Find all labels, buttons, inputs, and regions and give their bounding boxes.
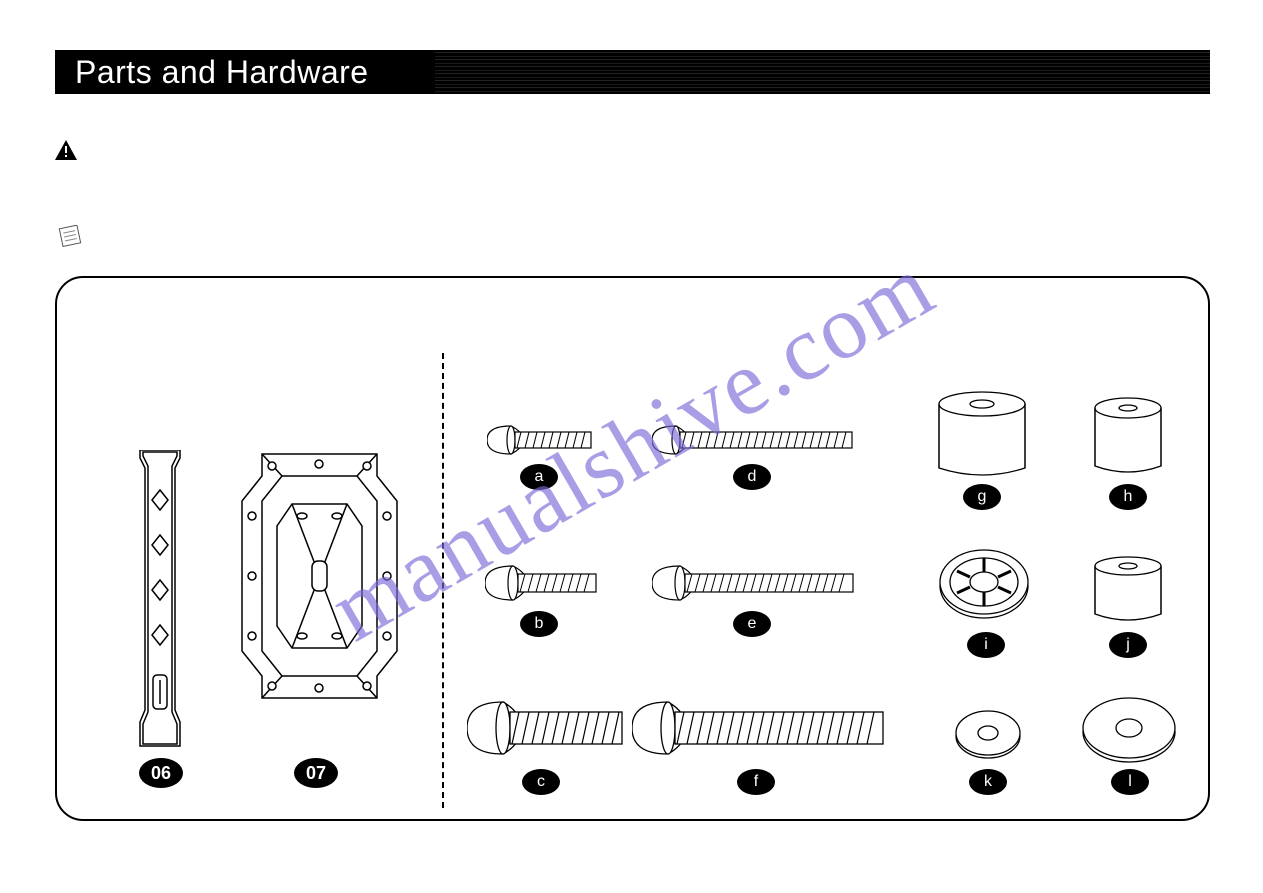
- label-b: b: [520, 611, 558, 637]
- spacer-g-illustration: [927, 390, 1037, 478]
- washer-k-illustration: [953, 708, 1023, 760]
- warning-icon: [55, 140, 77, 160]
- header-title: Parts and Hardware: [75, 54, 369, 91]
- label-07: 07: [294, 758, 338, 788]
- note-icon: [55, 225, 83, 247]
- spacer-j-illustration: [1087, 556, 1169, 624]
- header-bar: Parts and Hardware: [55, 50, 1210, 94]
- label-i: i: [967, 632, 1005, 658]
- screw-d-illustration: [652, 422, 857, 458]
- screw-b-illustration: [485, 562, 600, 604]
- label-06: 06: [139, 758, 183, 788]
- label-f: f: [737, 769, 775, 795]
- screw-f-illustration: [632, 696, 887, 760]
- divider: [442, 353, 444, 808]
- parts-box: 06 07 a b c d e f g h i j k l: [55, 276, 1210, 821]
- label-k: k: [969, 769, 1007, 795]
- part-06-illustration: [125, 450, 195, 750]
- label-h: h: [1109, 484, 1147, 510]
- label-g: g: [963, 484, 1001, 510]
- label-a: a: [520, 464, 558, 490]
- label-e: e: [733, 611, 771, 637]
- label-d: d: [733, 464, 771, 490]
- screw-a-illustration: [487, 422, 597, 458]
- washer-l-illustration: [1079, 696, 1179, 764]
- label-l: l: [1111, 769, 1149, 795]
- label-j: j: [1109, 632, 1147, 658]
- label-c: c: [522, 769, 560, 795]
- spacer-h-illustration: [1087, 396, 1169, 476]
- page: Parts and Hardware: [0, 0, 1263, 893]
- screw-c-illustration: [467, 696, 627, 760]
- screw-e-illustration: [652, 562, 857, 604]
- knob-i-illustration: [937, 546, 1032, 626]
- part-07-illustration: [232, 446, 407, 706]
